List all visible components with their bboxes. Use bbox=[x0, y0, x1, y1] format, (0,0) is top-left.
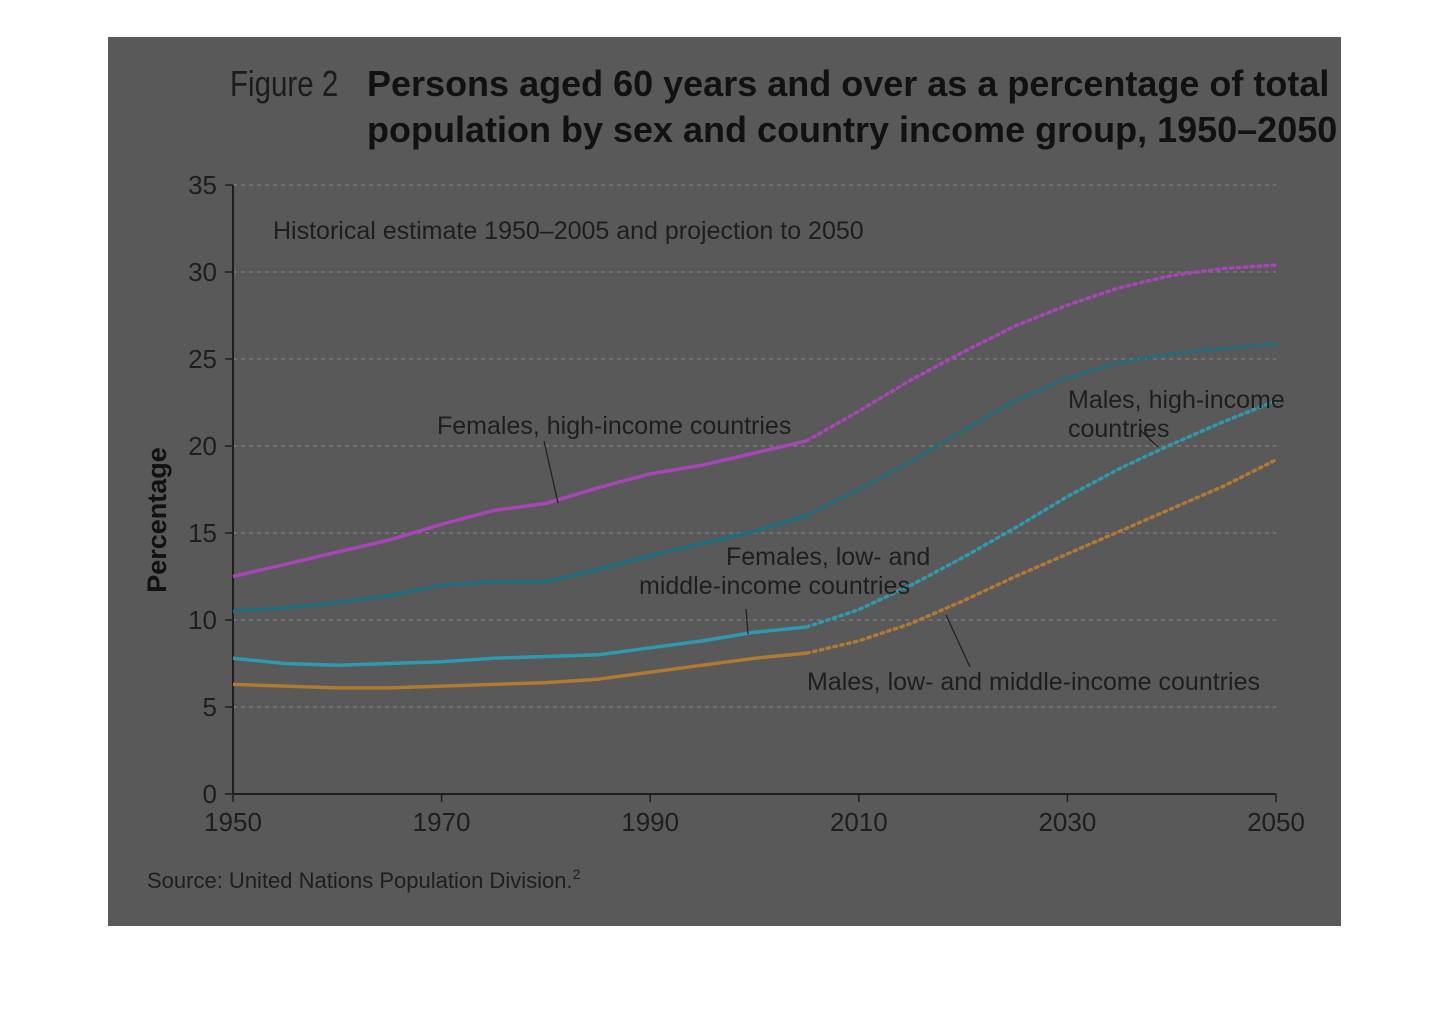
x-tick-label-2030: 2030 bbox=[1038, 807, 1096, 837]
series-line-4-historical bbox=[232, 651, 807, 690]
chart-title-line1: Persons aged 60 years and over as a perc… bbox=[367, 63, 1329, 104]
series-line-2-projection bbox=[804, 341, 1278, 518]
chart: Figure 2 Persons aged 60 years and over … bbox=[142, 63, 1337, 893]
source-footnote: 2 bbox=[573, 866, 581, 882]
leader-females-high bbox=[543, 440, 559, 504]
series-line-1-projection bbox=[804, 263, 1278, 443]
y-tick-label-10: 10 bbox=[188, 605, 217, 635]
x-tick-label-1950: 1950 bbox=[204, 807, 262, 837]
y-tick-label-20: 20 bbox=[188, 431, 217, 461]
series-line-2-historical bbox=[232, 513, 808, 614]
y-axis-label: Percentage bbox=[142, 447, 172, 593]
source-note: Source: United Nations Population Divisi… bbox=[147, 866, 581, 893]
chart-title-line2: population by sex and country income gro… bbox=[367, 109, 1337, 150]
series-line-4-projection bbox=[804, 458, 1278, 655]
series-line-1-historical bbox=[232, 439, 808, 579]
series-line-3-projection bbox=[804, 399, 1278, 629]
y-tick-label-25: 25 bbox=[188, 344, 217, 374]
figure-number: Figure 2 bbox=[230, 63, 338, 103]
x-tick-label-1990: 1990 bbox=[621, 807, 679, 837]
label-females-high-income: Females, high-income countries bbox=[437, 412, 791, 440]
leader-males-high bbox=[1139, 429, 1159, 448]
y-tick-label-5: 5 bbox=[203, 692, 217, 722]
label-males-low-middle-income: Males, low- and middle-income countries bbox=[807, 668, 1260, 696]
series-lines bbox=[232, 263, 1278, 690]
label-females-low-middle-line2: middle-income countries bbox=[639, 572, 910, 600]
label-males-high-income-line2: countries bbox=[1068, 415, 1169, 443]
leader-females-low bbox=[745, 608, 749, 635]
source-text: Source: United Nations Population Divisi… bbox=[147, 868, 573, 893]
gridlines bbox=[233, 184, 1276, 708]
x-axis-ticks: 1950 1970 1990 2010 2030 2050 bbox=[204, 794, 1305, 837]
y-axis-ticks: 0 5 10 15 20 25 30 35 bbox=[188, 170, 233, 809]
x-tick-label-1970: 1970 bbox=[413, 807, 471, 837]
label-females-low-middle-line1: Females, low- and bbox=[726, 543, 930, 571]
chart-subtitle: Historical estimate 1950–2005 and projec… bbox=[273, 217, 864, 245]
y-tick-label-15: 15 bbox=[188, 518, 217, 548]
leader-males-low bbox=[945, 614, 971, 668]
y-tick-label-35: 35 bbox=[188, 170, 217, 200]
y-tick-label-30: 30 bbox=[188, 257, 217, 287]
x-tick-label-2010: 2010 bbox=[830, 807, 888, 837]
series-line-3-historical bbox=[232, 625, 807, 667]
label-males-high-income-line1: Males, high-income bbox=[1068, 386, 1285, 414]
x-tick-label-2050: 2050 bbox=[1247, 807, 1305, 837]
figure-panel: Figure 2 Persons aged 60 years and over … bbox=[108, 37, 1341, 926]
y-tick-label-0: 0 bbox=[203, 779, 217, 809]
